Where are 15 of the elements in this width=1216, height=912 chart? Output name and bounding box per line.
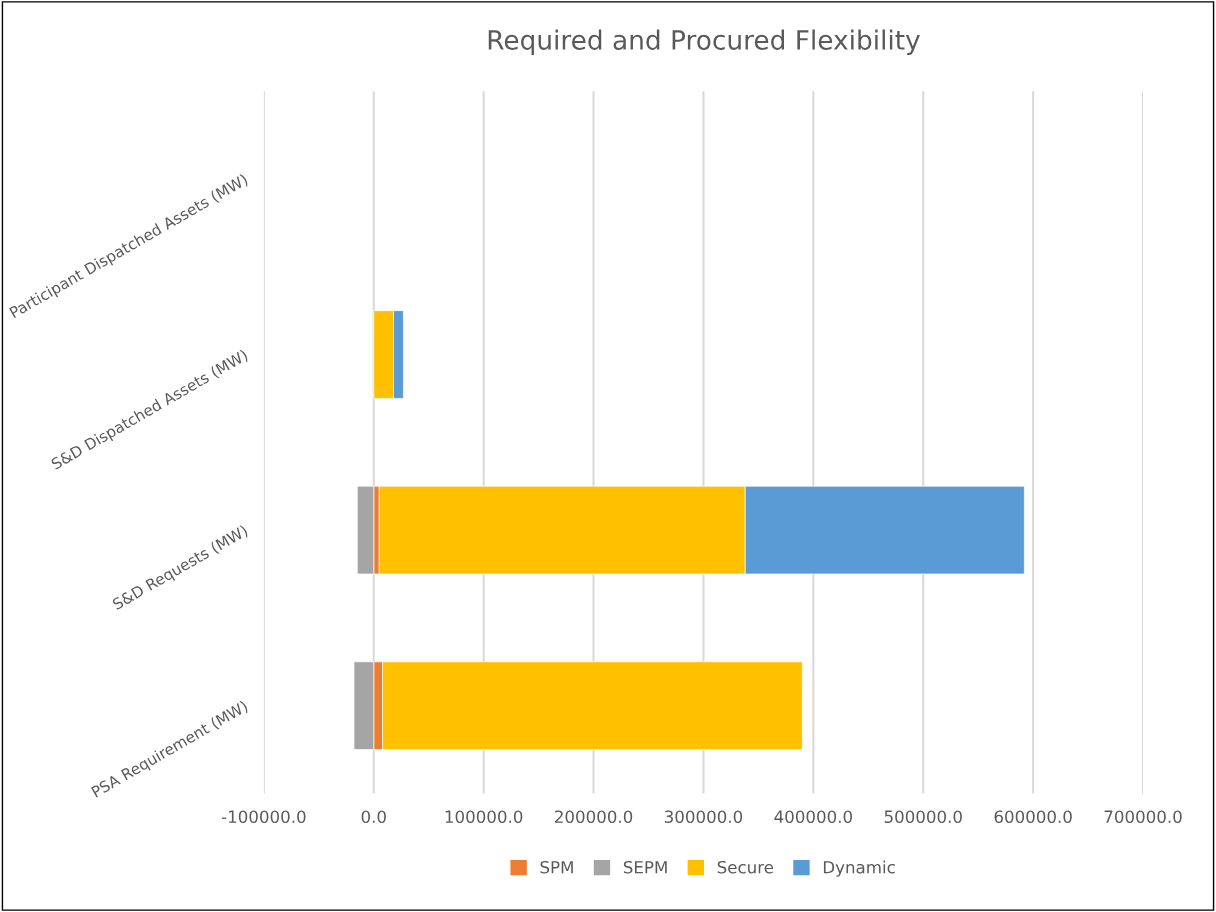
- legend-label: Dynamic: [823, 860, 895, 877]
- chart-title: Required and Procured Flexibility: [488, 29, 920, 56]
- x-tick-label: 100000.0: [445, 810, 523, 824]
- x-tick-label: 200000.0: [555, 810, 633, 824]
- legend-label: Secure: [717, 860, 774, 874]
- legend-label: SEPM: [623, 860, 667, 874]
- x-tick-label: 600000.0: [994, 810, 1072, 824]
- bar: [356, 485, 375, 575]
- x-tick-label: 700000.0: [1104, 810, 1182, 824]
- x-tick-label: 300000.0: [664, 810, 743, 824]
- x-tick-label: 500000.0: [884, 810, 962, 824]
- x-tick-label: -100000.0: [221, 810, 306, 824]
- x-tick-label: 400000.0: [774, 810, 853, 824]
- legend-label: SPM: [540, 860, 573, 874]
- x-tick-label: 0.0: [361, 810, 386, 824]
